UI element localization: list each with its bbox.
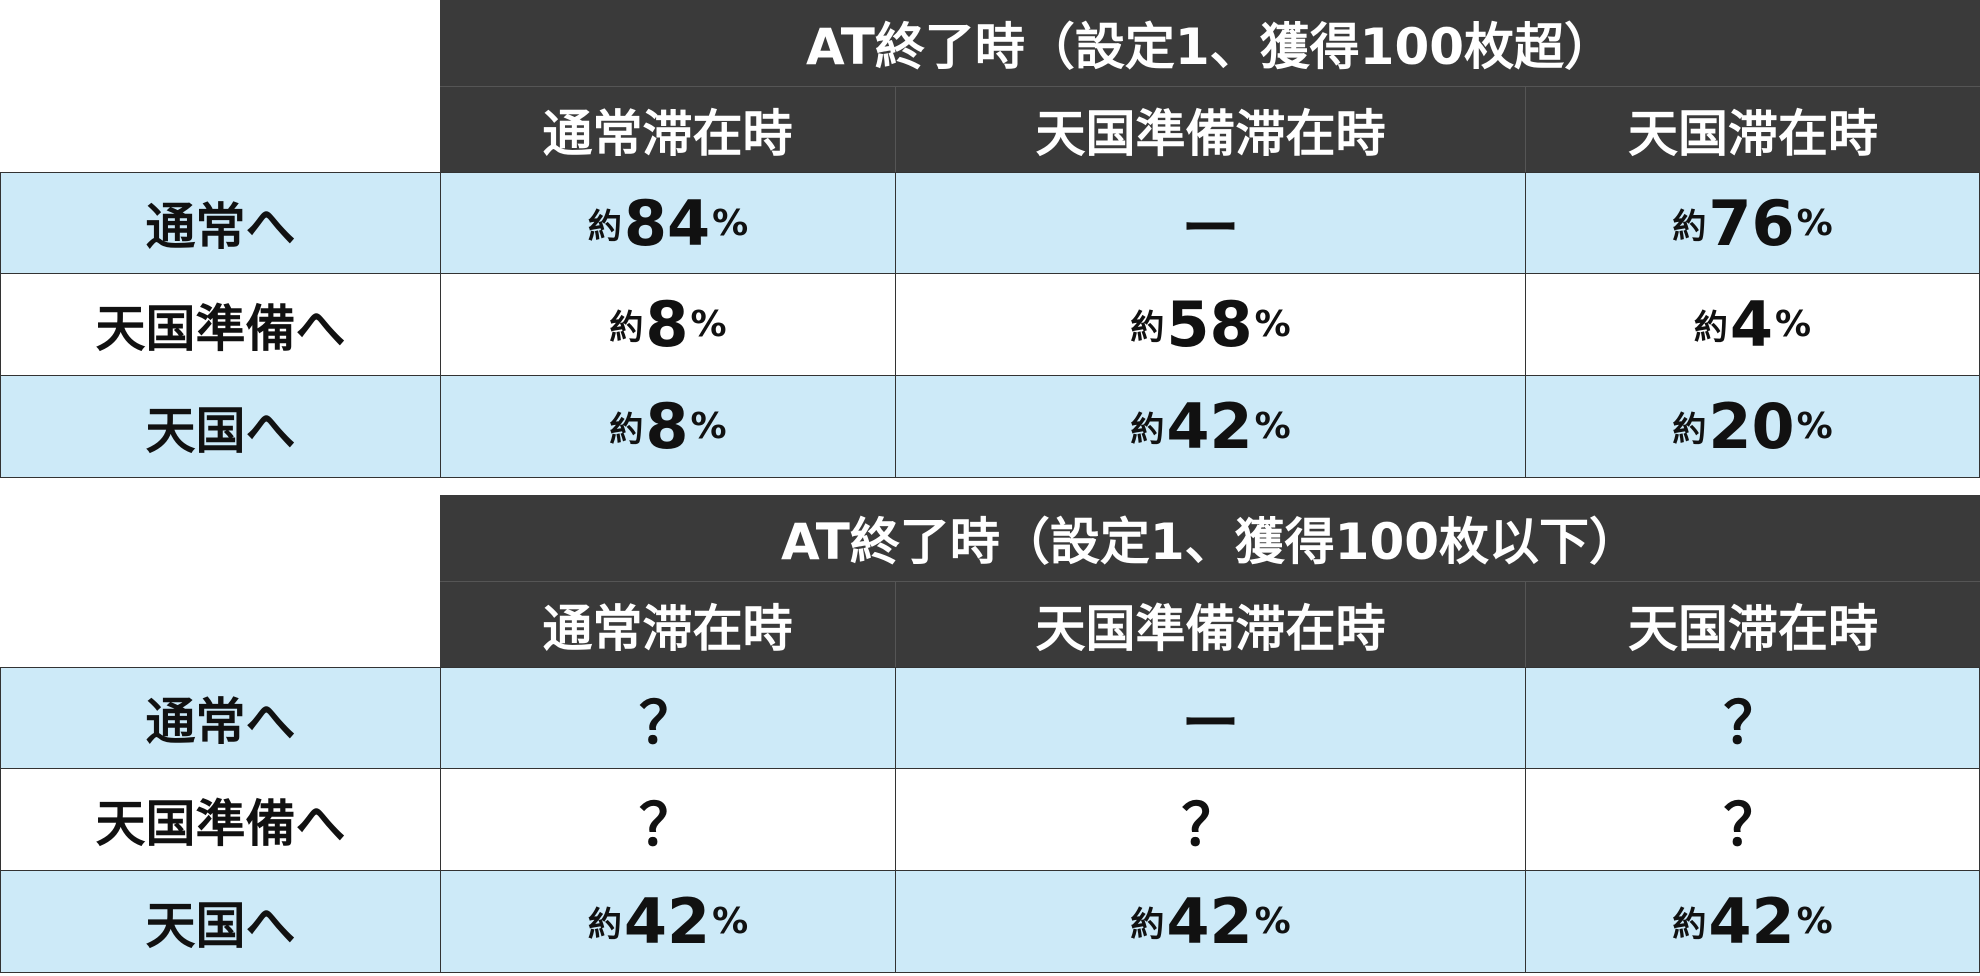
column-header-normal: 通常滞在時 [542,104,793,163]
value-cell: ？ [440,769,895,870]
value-cell: 約 4% [1525,274,1980,375]
value-cell: ？ [1525,769,1980,870]
value-cell: 約 58% [895,274,1525,375]
value-cell: 約 8% [440,274,895,375]
table-row-to-normal: 通常へ 約 84% ー 約 76% [0,172,1980,274]
column-header-row: 通常滞在時 天国準備滞在時 天国滞在時 [440,581,1980,667]
value-cell: 約 8% [440,376,895,477]
value-cell: 約 76% [1525,173,1980,273]
value-cell: ？ [440,668,895,768]
value-cell: ？ [1525,668,1980,768]
table-row-to-heaven: 天国へ 約 8% 約 42% 約 20% [0,376,1980,478]
row-label: 天国準備へ [0,769,440,870]
row-label: 通常へ [0,668,440,768]
column-header-row: 通常滞在時 天国準備滞在時 天国滞在時 [440,86,1980,172]
row-label: 天国へ [0,871,440,972]
column-header-heaven-prep: 天国準備滞在時 [895,87,1525,172]
value-cell: ー [895,173,1525,273]
column-header-heaven: 天国滞在時 [1525,582,1980,667]
value-cell: 約 20% [1525,376,1980,477]
table-row-to-normal: 通常へ ？ ー ？ [0,667,1980,769]
table-title: AT終了時（設定1、獲得100枚以下） [440,495,1980,581]
table-row-to-heaven-prep: 天国準備へ 約 8% 約 58% 約 4% [0,274,1980,376]
value-cell: ー [895,668,1525,768]
table-title: AT終了時（設定1、獲得100枚超） [440,0,1980,86]
column-header-normal: 通常滞在時 [542,599,793,658]
value-cell: 約 42% [895,871,1525,972]
row-label: 天国準備へ [0,274,440,375]
table-row-to-heaven-prep: 天国準備へ ？ ？ ？ [0,769,1980,871]
column-header-heaven-prep: 天国準備滞在時 [895,582,1525,667]
value-cell: 約 42% [440,871,895,972]
table-row-to-heaven: 天国へ 約 42% 約 42% 約 42% [0,871,1980,973]
column-header-heaven: 天国滞在時 [1525,87,1980,172]
row-label: 天国へ [0,376,440,477]
row-label: 通常へ [0,173,440,273]
value-cell: 約 42% [895,376,1525,477]
value-cell: 約 42% [1525,871,1980,972]
value-cell: 約 84% [440,173,895,273]
value-cell: ？ [895,769,1525,870]
